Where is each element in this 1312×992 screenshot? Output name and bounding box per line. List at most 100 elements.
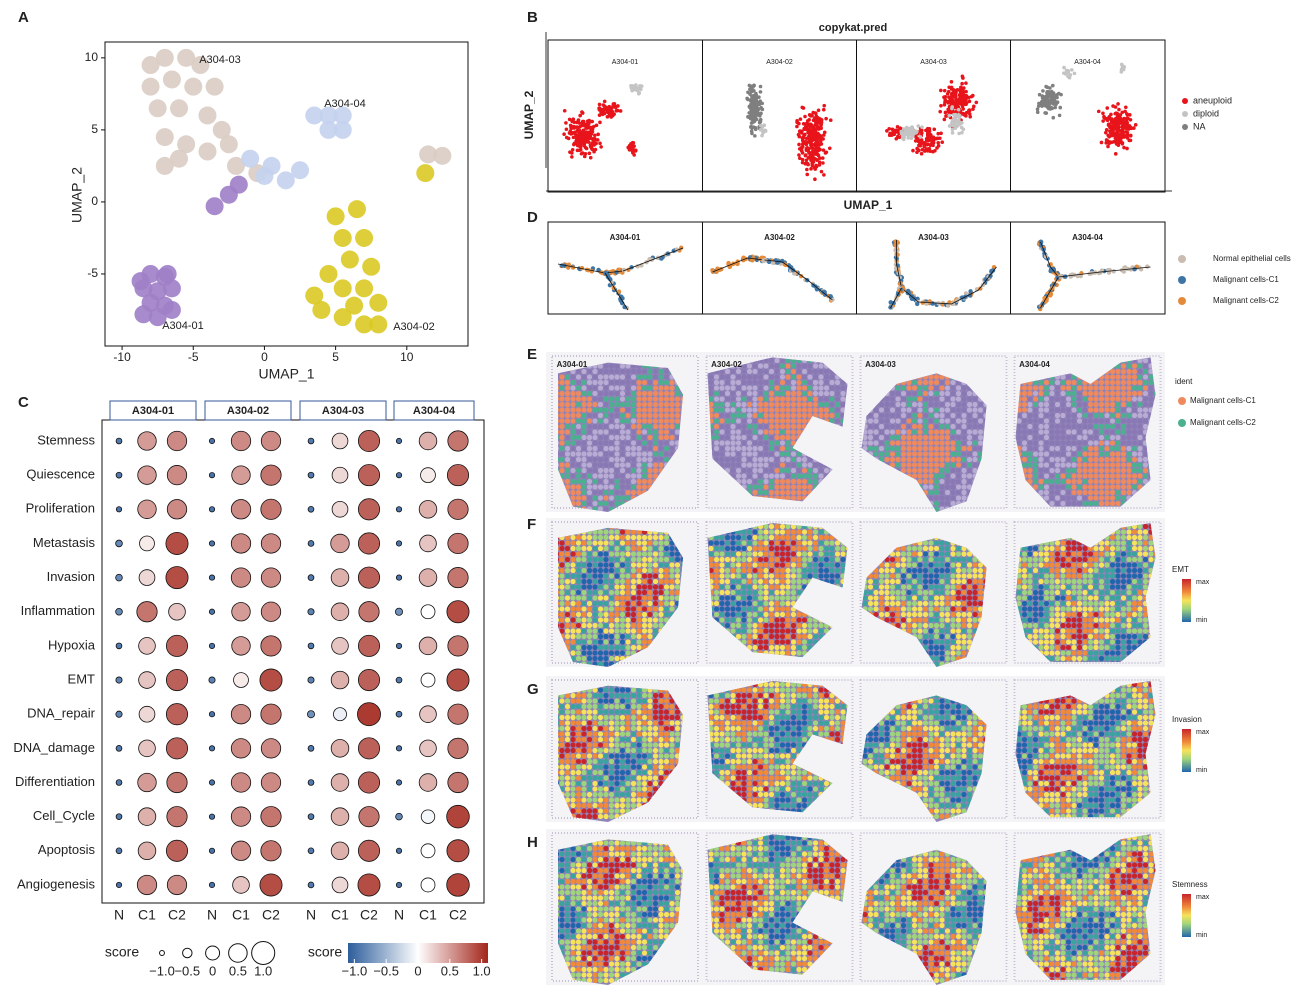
spot xyxy=(576,468,581,473)
spot xyxy=(813,396,818,401)
cell-dot xyxy=(579,145,583,149)
score-dot xyxy=(209,848,214,853)
spot xyxy=(592,396,597,401)
spot xyxy=(581,391,586,396)
cell-dot xyxy=(590,141,594,145)
spot xyxy=(636,385,641,390)
spot xyxy=(763,468,768,473)
spot xyxy=(725,457,730,462)
row-label: Apoptosis xyxy=(38,842,96,857)
spot xyxy=(559,413,564,418)
spot xyxy=(1082,385,1087,390)
spot xyxy=(603,490,608,495)
spot xyxy=(961,473,966,478)
spot xyxy=(741,413,746,418)
spot xyxy=(956,451,961,456)
score-dot xyxy=(167,500,186,519)
spot xyxy=(658,396,663,401)
spot xyxy=(763,369,768,374)
spot xyxy=(774,402,779,407)
size-key-label: 0 xyxy=(209,963,216,978)
cell-dot xyxy=(803,133,807,137)
spot xyxy=(824,380,829,385)
spot xyxy=(950,495,955,500)
score-dot xyxy=(447,669,469,691)
spot xyxy=(714,440,719,445)
spot xyxy=(675,396,680,401)
spot xyxy=(945,468,950,473)
spot xyxy=(581,435,586,440)
spot xyxy=(758,451,763,456)
cell-dot xyxy=(956,88,960,92)
spot xyxy=(1121,396,1126,401)
spot xyxy=(923,451,928,456)
spot xyxy=(807,402,812,407)
spot xyxy=(620,451,625,456)
spot xyxy=(796,479,801,484)
score-dot xyxy=(308,541,314,547)
legend-label: Normal epithelial cells xyxy=(1213,254,1291,263)
x-tick-label: 0 xyxy=(261,350,268,364)
spot xyxy=(934,462,939,467)
spot xyxy=(576,490,581,495)
spot xyxy=(658,418,663,423)
cell-dot xyxy=(578,114,582,118)
cell-dot xyxy=(1116,118,1120,122)
cell-dot xyxy=(932,127,936,131)
spot xyxy=(923,402,928,407)
spot xyxy=(576,407,581,412)
cluster-label: A304-04 xyxy=(324,98,366,110)
umap-point xyxy=(319,265,337,283)
cell-dot xyxy=(748,84,752,88)
spot xyxy=(581,402,586,407)
score-dot xyxy=(138,432,157,451)
spot xyxy=(796,457,801,462)
spot xyxy=(785,385,790,390)
spot xyxy=(598,501,603,506)
score-dot xyxy=(234,673,249,688)
spot xyxy=(752,418,757,423)
cell-dot xyxy=(805,146,809,150)
spot xyxy=(939,385,944,390)
spot xyxy=(642,424,647,429)
spot xyxy=(813,363,818,368)
score-dot xyxy=(138,773,157,792)
spot xyxy=(587,418,592,423)
panel-letter: E xyxy=(527,346,537,363)
spot xyxy=(1121,402,1126,407)
facet-label: A304-03 xyxy=(918,233,949,242)
spot xyxy=(587,479,592,484)
spot xyxy=(934,413,939,418)
cell-dot xyxy=(632,141,636,145)
spot xyxy=(1049,396,1054,401)
spot xyxy=(763,446,768,451)
spot xyxy=(1148,380,1153,385)
cell-dot xyxy=(580,152,584,156)
score-dot xyxy=(331,808,349,826)
spot xyxy=(791,495,796,500)
spot xyxy=(598,490,603,495)
spot xyxy=(664,429,669,434)
spot xyxy=(1143,396,1148,401)
spot xyxy=(1132,374,1137,379)
score-dot xyxy=(308,814,314,820)
score-dot xyxy=(308,575,314,581)
spot xyxy=(609,473,614,478)
spot xyxy=(879,407,884,412)
umap-point xyxy=(355,279,373,297)
spot xyxy=(763,424,768,429)
cell-dot xyxy=(920,152,924,156)
spot xyxy=(581,479,586,484)
spot xyxy=(614,462,619,467)
panel-letter: A xyxy=(18,9,29,26)
spot xyxy=(774,407,779,412)
score-dot xyxy=(421,673,435,687)
score-dot xyxy=(396,507,401,512)
spot xyxy=(708,385,713,390)
spot xyxy=(714,391,719,396)
spot xyxy=(609,435,614,440)
score-dot xyxy=(167,772,187,792)
column-label: N xyxy=(306,907,316,923)
spot xyxy=(774,418,779,423)
spot xyxy=(956,424,961,429)
